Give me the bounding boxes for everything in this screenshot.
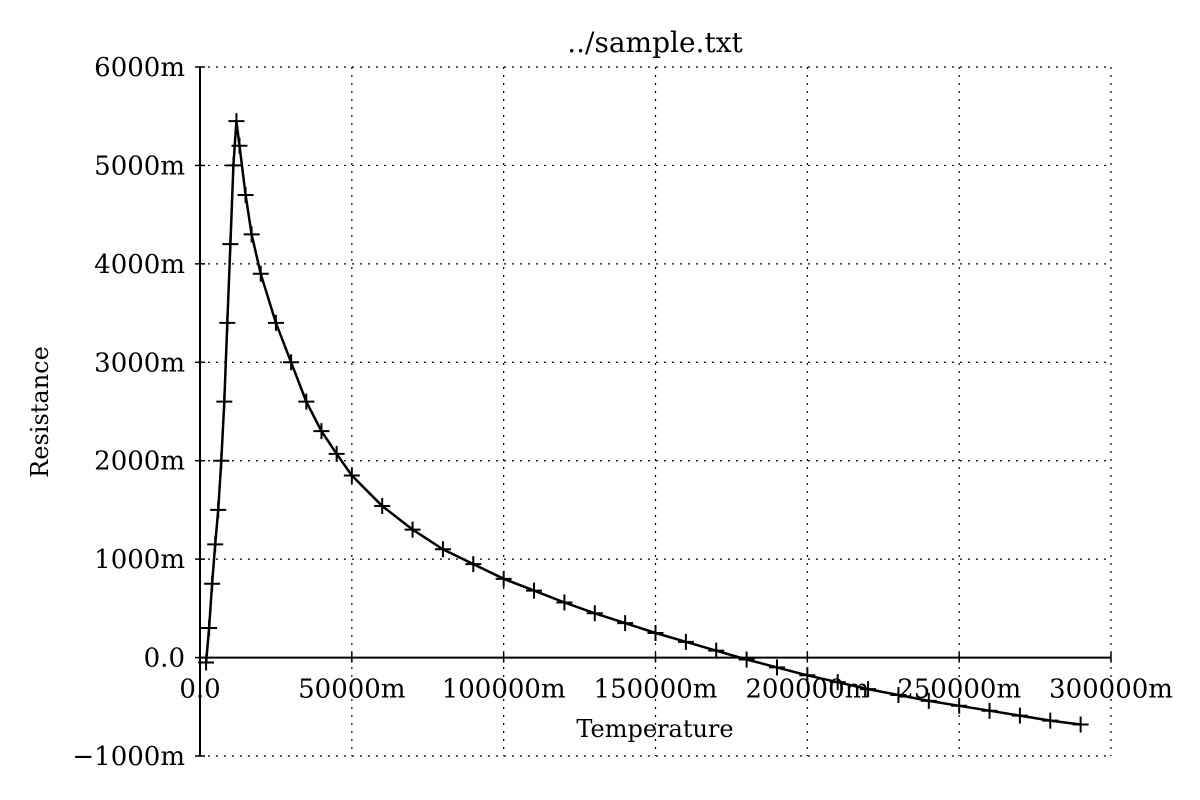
y-tick-label: 0.0 [144, 644, 185, 674]
data-point-marker [556, 594, 573, 611]
data-point-marker [204, 575, 221, 592]
grid-lines [200, 66, 1112, 757]
data-point-marker [829, 674, 846, 691]
data-point-marker [225, 157, 242, 174]
data-point-marker [243, 226, 260, 243]
data-point-marker [1072, 716, 1089, 733]
y-tick-label: 1000m [94, 545, 185, 575]
x-tick-label: 300000m [1049, 675, 1173, 705]
data-point-marker [328, 445, 345, 462]
data-point-marker [267, 314, 284, 331]
x-axis-label: Temperature [576, 715, 733, 743]
data-point-marker [404, 521, 421, 538]
data-point-marker [890, 686, 907, 703]
data-point-marker [237, 186, 254, 203]
data-point-marker [1011, 707, 1028, 724]
data-point-marker [981, 702, 998, 719]
data-point-marker [216, 393, 233, 410]
y-tick-label: −1000m [72, 742, 185, 772]
data-point-marker [313, 423, 330, 440]
data-point-marker [210, 501, 227, 518]
data-point-marker [298, 393, 315, 410]
data-point-marker [708, 642, 725, 659]
data-point-marker [222, 236, 239, 253]
data-point-marker [434, 541, 451, 558]
data-point-marker [738, 651, 755, 668]
data-point-marker [495, 570, 512, 587]
data-point-marker [586, 605, 603, 622]
data-point-marker [213, 452, 230, 469]
data-point-marker [201, 620, 218, 637]
data-point-marker [951, 697, 968, 714]
y-tick-label: 3000m [94, 348, 185, 378]
y-tick-label: 5000m [94, 151, 185, 181]
data-point-marker [768, 659, 785, 676]
y-tick-label: 2000m [94, 447, 185, 477]
data-series [198, 113, 1089, 733]
x-tick-label: 0.0 [179, 675, 220, 705]
data-point-marker [343, 467, 360, 484]
y-tick-label: 4000m [94, 250, 185, 280]
data-point-marker [231, 137, 248, 154]
chart-title: ../sample.txt [567, 26, 743, 59]
x-tick-label: 150000m [594, 675, 718, 705]
data-point-marker [799, 667, 816, 684]
data-point-marker [219, 314, 236, 331]
data-point-marker [920, 692, 937, 709]
data-point-marker [198, 654, 215, 671]
y-axis-ticks: −1000m 0.0 1000m 2000m 3000m 4000m 5000m 6000m [72, 53, 205, 772]
data-point-marker [526, 582, 543, 599]
data-point-marker [465, 556, 482, 573]
data-point-marker [228, 113, 245, 130]
data-point-marker [283, 354, 300, 371]
data-point-marker [252, 265, 269, 282]
y-tick-label: 6000m [94, 53, 185, 83]
data-point-marker [207, 536, 224, 553]
data-point-marker [1042, 712, 1059, 729]
x-tick-label: 100000m [442, 675, 566, 705]
x-tick-label: 50000m [298, 675, 405, 705]
y-axis-label: Resistance [26, 346, 54, 478]
data-point-marker [617, 615, 634, 632]
data-point-marker [374, 497, 391, 514]
data-point-marker [647, 624, 664, 641]
data-point-marker [677, 633, 694, 650]
data-point-marker [860, 681, 877, 698]
